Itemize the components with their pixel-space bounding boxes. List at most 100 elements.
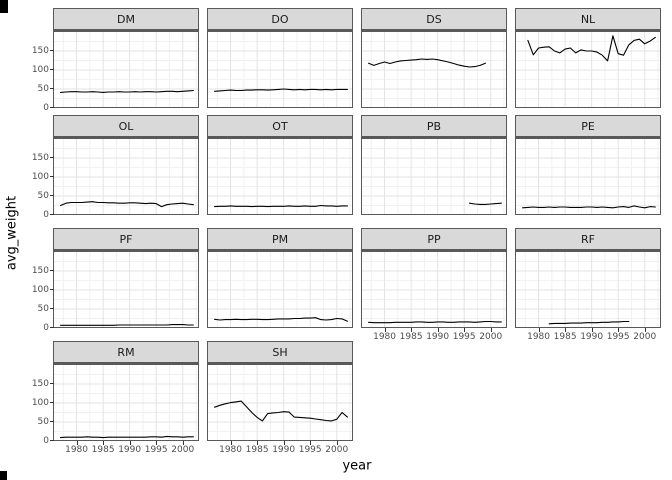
x-tick-label: 1985 xyxy=(91,445,115,455)
facet-panel-DO xyxy=(207,30,353,108)
y-tick-mark xyxy=(50,440,54,441)
series-line-DS xyxy=(368,58,486,68)
series-line-SH xyxy=(214,400,348,422)
screen-corner-artifact xyxy=(0,0,8,13)
facet-strip-label: PE xyxy=(515,115,661,137)
facet-panel-PP: 1980 1985 1990 1995 2000 xyxy=(361,250,507,342)
facet-RM: RM 0 50 100 150 1980 1985 1990 1995 2000 xyxy=(32,341,199,455)
facet-strip-label: DO xyxy=(207,8,353,30)
facet-strip-label: OL xyxy=(53,115,199,137)
facet-panel-PB xyxy=(361,137,507,215)
x-tick-mark xyxy=(129,441,131,445)
y-tick-label: 0 xyxy=(43,323,49,333)
x-tick-mark xyxy=(384,328,386,332)
y-tick-mark xyxy=(50,402,54,403)
y-tick-mark xyxy=(50,107,54,108)
y-tick-mark xyxy=(50,69,54,70)
x-tick-label: 1980 xyxy=(527,332,551,342)
facet-panel-RM: 0 50 100 150 1980 1985 1990 1995 2000 xyxy=(32,363,199,455)
facet-panel-DM: 0 50 100 150 xyxy=(32,30,199,113)
x-tick-mark xyxy=(182,441,184,445)
y-tick-label: 150 xyxy=(31,379,49,389)
x-tick-mark xyxy=(230,441,232,445)
y-tick-mark xyxy=(50,289,54,290)
y-tick-mark xyxy=(50,195,54,196)
facet-panel-OT xyxy=(207,137,353,215)
facet-panel-OL: 0 50 100 150 xyxy=(32,137,199,220)
y-tick-label: 100 xyxy=(31,172,49,182)
x-tick-label: 1985 xyxy=(245,445,269,455)
y-tick-mark xyxy=(50,88,54,89)
series-line-RM xyxy=(60,435,194,439)
series-line-PM xyxy=(214,317,348,322)
y-tick-label: 150 xyxy=(31,266,49,276)
facet-OT: OT xyxy=(207,115,353,215)
facet-strip-label: PM xyxy=(207,228,353,250)
y-tick-label: 50 xyxy=(37,84,49,94)
facet-strip-label: PB xyxy=(361,115,507,137)
x-tick-mark xyxy=(76,441,78,445)
y-tick-label: 100 xyxy=(31,398,49,408)
facet-panel-SH: 1980 1985 1990 1995 2000 xyxy=(207,363,353,455)
x-tick-label: 1995 xyxy=(452,332,476,342)
y-tick-mark xyxy=(50,176,54,177)
facet-RF: RF 1980 1985 1990 1995 2000 xyxy=(515,228,661,342)
x-tick-label: 2000 xyxy=(325,445,349,455)
series-line-RF xyxy=(548,320,630,325)
facet-PM: PM xyxy=(207,228,353,328)
x-tick-label: 2000 xyxy=(633,332,657,342)
facet-strip-label: RM xyxy=(53,341,199,363)
x-tick-mark xyxy=(103,441,105,445)
x-tick-mark xyxy=(156,441,158,445)
x-tick-label: 1995 xyxy=(606,332,630,342)
series-line-OT xyxy=(214,204,348,208)
facet-strip-label: OT xyxy=(207,115,353,137)
x-tick-label: 1980 xyxy=(219,445,243,455)
x-tick-mark xyxy=(464,328,466,332)
x-tick-mark xyxy=(257,441,259,445)
x-tick-mark xyxy=(310,441,312,445)
y-tick-mark xyxy=(50,308,54,309)
facet-panel-PE xyxy=(515,137,661,215)
facet-strip-label: DM xyxy=(53,8,199,30)
x-tick-mark xyxy=(336,441,338,445)
facet-PE: PE xyxy=(515,115,661,215)
facet-DS: DS xyxy=(361,8,507,108)
facet-strip-label: SH xyxy=(207,341,353,363)
series-line-PP xyxy=(368,320,502,324)
y-tick-label: 150 xyxy=(31,153,49,163)
x-tick-mark xyxy=(618,328,620,332)
series-line-DM xyxy=(60,89,194,93)
series-line-PF xyxy=(60,324,194,326)
facet-PB: PB xyxy=(361,115,507,215)
y-axis-title: avg_weight xyxy=(4,195,20,271)
x-tick-mark xyxy=(538,328,540,332)
x-tick-label: 2000 xyxy=(171,445,195,455)
facet-strip-label: PP xyxy=(361,228,507,250)
facet-panel-PF: 0 50 100 150 xyxy=(32,250,199,333)
y-tick-label: 50 xyxy=(37,191,49,201)
y-tick-label: 100 xyxy=(31,285,49,295)
facet-panel-PM xyxy=(207,250,353,328)
facet-strip-label: DS xyxy=(361,8,507,30)
screen-corner-artifact xyxy=(0,471,7,480)
facet-PP: PP 1980 1985 1990 1995 2000 xyxy=(361,228,507,342)
facet-SH: SH 1980 1985 1990 1995 2000 xyxy=(207,341,353,455)
facet-strip-label: PF xyxy=(53,228,199,250)
series-line-DO xyxy=(214,88,348,92)
facet-panel-NL xyxy=(515,30,661,108)
facet-strip-label: RF xyxy=(515,228,661,250)
x-tick-label: 1990 xyxy=(272,445,296,455)
y-tick-mark xyxy=(50,157,54,158)
x-tick-label: 1990 xyxy=(426,332,450,342)
x-tick-label: 1980 xyxy=(65,445,89,455)
y-tick-label: 100 xyxy=(31,65,49,75)
x-tick-label: 1985 xyxy=(399,332,423,342)
y-tick-label: 50 xyxy=(37,417,49,427)
x-tick-mark xyxy=(565,328,567,332)
x-axis-title: year xyxy=(342,458,372,474)
series-line-PB xyxy=(468,202,502,205)
facet-OL: OL 0 50 100 150 xyxy=(32,115,199,220)
x-tick-label: 1990 xyxy=(580,332,604,342)
